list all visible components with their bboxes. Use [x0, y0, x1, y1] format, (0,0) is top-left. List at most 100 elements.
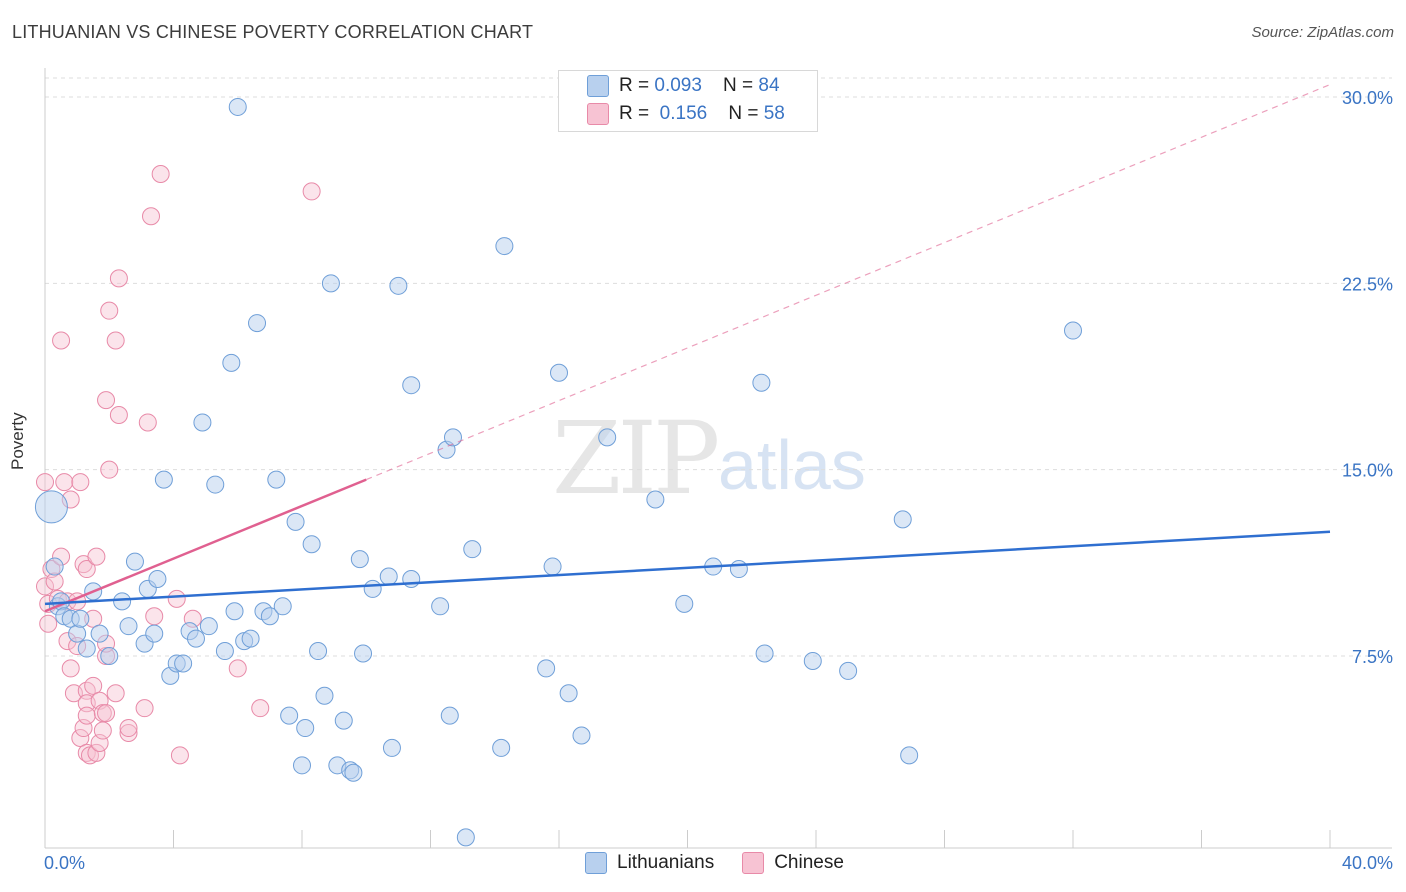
- lithuanian-point: [186, 629, 205, 648]
- chinese-point: [135, 699, 154, 718]
- chinese-point: [170, 746, 189, 765]
- lithuanian-point: [100, 647, 119, 665]
- chinese-point: [39, 614, 58, 633]
- lithuanian-point: [148, 569, 167, 588]
- lithuanian-point: [193, 413, 212, 432]
- lithuanian-point: [431, 597, 450, 616]
- chinese-point: [93, 721, 112, 740]
- lithuanian-point: [402, 569, 421, 588]
- lithuanian-point: [302, 535, 321, 554]
- lithuanian-point: [646, 490, 665, 509]
- chinese-point: [106, 684, 125, 703]
- lithuanian-point: [90, 624, 109, 643]
- lithuanian-point: [803, 651, 822, 670]
- lithuanian-point: [572, 726, 591, 745]
- lithuanian-point: [559, 684, 578, 703]
- lithuanian-point: [334, 711, 353, 730]
- lithuanian-point: [321, 274, 340, 293]
- lithuanian-point: [241, 629, 260, 648]
- chinese-point: [151, 165, 170, 184]
- legend-n-value: 58: [763, 103, 785, 124]
- legend-n-label: N =: [723, 75, 759, 96]
- lithuanian-point: [315, 686, 334, 705]
- legend-row-chinese: R = 0.156 N = 58: [587, 102, 785, 126]
- lithuanian-point: [443, 428, 462, 447]
- chinese-point: [61, 659, 80, 678]
- watermark-atlas: atlas: [718, 426, 866, 504]
- lithuanian-point: [119, 617, 138, 636]
- chinese-point: [71, 473, 90, 492]
- legend-r-value: 0.093: [654, 75, 702, 96]
- chinese-point: [97, 704, 116, 723]
- lithuanian-point: [729, 560, 748, 579]
- lithuanian-point: [77, 639, 96, 658]
- chinese-point: [228, 659, 247, 678]
- chinese-point: [36, 577, 54, 596]
- lithuanian-point: [248, 314, 267, 333]
- chinese-point: [87, 547, 106, 566]
- chinese-point: [145, 607, 164, 626]
- lithuanian-point: [389, 276, 408, 295]
- lithuanian-point: [382, 738, 401, 757]
- lithuanian-point: [492, 738, 511, 757]
- x-tick-label: 0.0%: [44, 853, 85, 873]
- lithuanian-point: [354, 644, 373, 663]
- lithuanian-point: [293, 756, 311, 775]
- legend-swatch-lithuanians: [585, 852, 607, 874]
- lithuanian-trend-line: [44, 530, 1331, 606]
- lithuanian-point: [45, 557, 64, 576]
- chinese-point: [109, 406, 128, 425]
- lithuanian-point: [839, 661, 858, 680]
- chinese-point: [77, 560, 96, 579]
- lithuanian-point: [145, 624, 164, 643]
- lithuanian-point: [379, 567, 398, 586]
- chinese-trend-extension: [366, 84, 1331, 481]
- legend-item-chinese[interactable]: Chinese: [742, 852, 844, 874]
- legend-row-lithuanians: R = 0.093 N = 84: [587, 74, 780, 98]
- legend-series: Lithuanians Chinese: [585, 852, 872, 874]
- chinese-point: [142, 207, 161, 226]
- legend-label-lithuanians: Lithuanians: [617, 852, 715, 873]
- chinese-point: [36, 473, 54, 492]
- lithuanian-point: [286, 512, 305, 531]
- lithuanian-point: [273, 597, 292, 616]
- source-label: Source: ZipAtlas.com: [1251, 24, 1394, 41]
- lithuanian-point: [154, 470, 173, 489]
- legend-item-lithuanians[interactable]: Lithuanians: [585, 852, 714, 874]
- chinese-point: [100, 460, 119, 479]
- chinese-point: [119, 724, 138, 743]
- legend-swatch-chinese: [587, 103, 609, 125]
- legend-n-value: 84: [758, 75, 780, 96]
- lithuanian-point: [222, 353, 241, 372]
- chinese-trend-line: [44, 478, 367, 613]
- y-tick-label: 30.0%: [1342, 88, 1393, 108]
- lithuanian-point: [598, 428, 617, 447]
- chinese-point: [167, 589, 186, 608]
- lithuanian-point: [199, 617, 218, 636]
- lithuanian-point: [550, 363, 568, 382]
- lithuanian-point: [309, 642, 328, 661]
- lithuanian-point: [1064, 321, 1082, 340]
- lithuanian-point: [537, 659, 556, 678]
- legend-swatch-chinese: [742, 852, 765, 874]
- lithuanian-point: [755, 644, 774, 663]
- lithuanian-point: [215, 642, 234, 661]
- chart-title: LITHUANIAN VS CHINESE POVERTY CORRELATIO…: [12, 22, 534, 42]
- y-tick-label: 15.0%: [1342, 461, 1393, 481]
- legend-n-label: N =: [728, 103, 764, 124]
- legend-stats: R = 0.093 N = 84 R = 0.156 N = 58: [558, 70, 818, 132]
- lithuanian-point: [495, 237, 514, 256]
- lithuanian-point: [752, 373, 771, 392]
- y-tick-label: 22.5%: [1342, 274, 1393, 294]
- legend-r-label: R =: [619, 75, 655, 96]
- chinese-point: [52, 331, 71, 350]
- lithuanian-point: [344, 763, 363, 782]
- lithuanian-point: [260, 607, 279, 626]
- chinese-point: [251, 699, 270, 718]
- lithuanian-point: [34, 490, 68, 524]
- chinese-point: [138, 413, 157, 432]
- chinese-point: [55, 473, 74, 492]
- chinese-point: [71, 728, 90, 747]
- chinese-point: [77, 706, 96, 725]
